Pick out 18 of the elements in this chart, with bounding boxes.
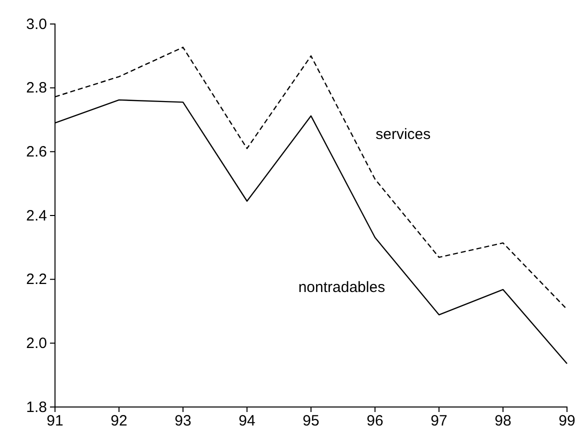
series-label: nontradables bbox=[298, 279, 386, 296]
y-tick-label: 2.0 bbox=[26, 334, 47, 352]
y-tick-label: 2.6 bbox=[26, 143, 47, 160]
y-tick-label: 1.8 bbox=[26, 398, 47, 416]
y-tick-label: 3.0 bbox=[26, 16, 47, 33]
x-tick-label: 99 bbox=[558, 412, 576, 430]
x-tick-label: 92 bbox=[110, 412, 128, 430]
x-tick-label: 95 bbox=[302, 412, 320, 430]
x-tick-label: 94 bbox=[238, 412, 256, 430]
x-tick-label: 96 bbox=[366, 412, 384, 430]
x-tick-label: 97 bbox=[430, 412, 448, 430]
y-tick-label: 2.4 bbox=[26, 207, 47, 224]
x-tick-label: 98 bbox=[494, 412, 512, 430]
series-label: services bbox=[376, 126, 431, 143]
y-tick-label: 2.2 bbox=[26, 271, 47, 288]
x-tick-label: 91 bbox=[46, 412, 64, 430]
x-tick-label: 93 bbox=[174, 412, 192, 430]
y-tick-label: 2.8 bbox=[26, 80, 47, 97]
